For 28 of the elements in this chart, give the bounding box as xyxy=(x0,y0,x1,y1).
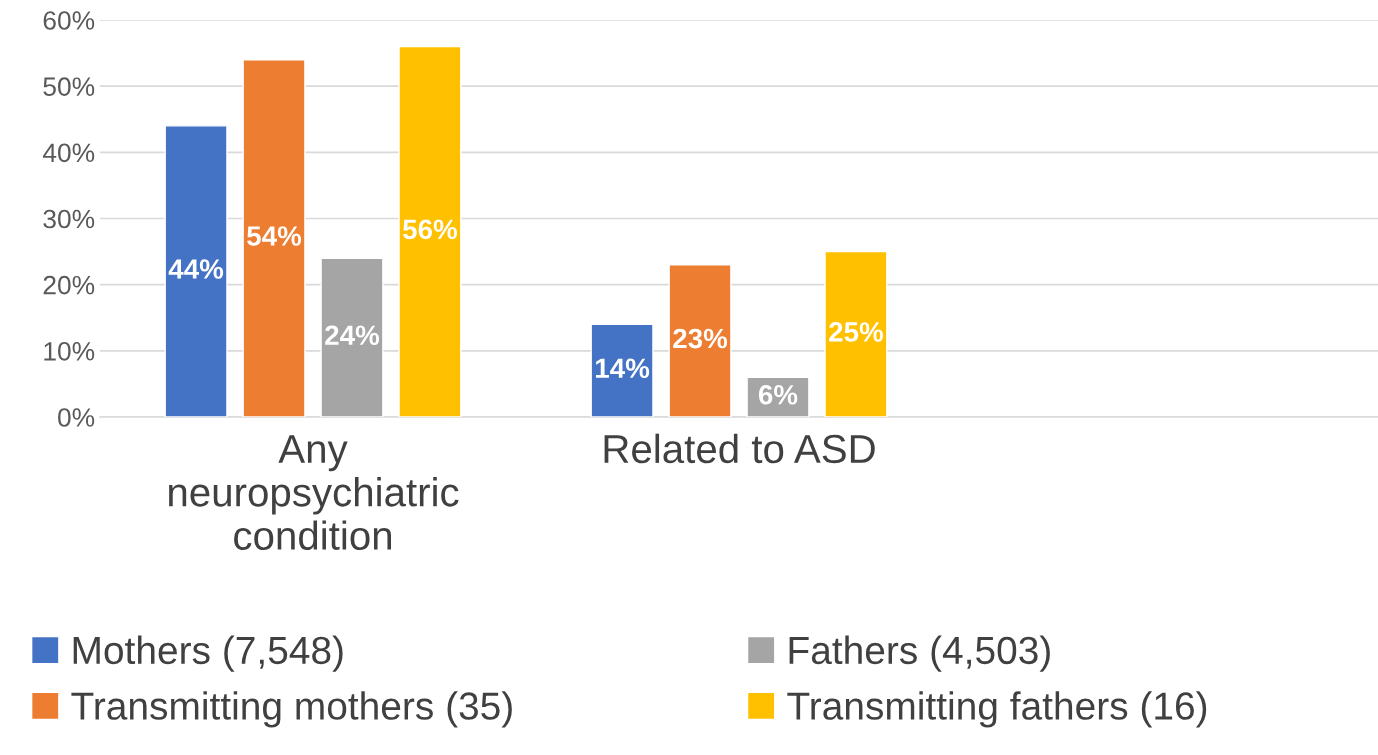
legend-label: Transmitting mothers (35) xyxy=(71,691,512,728)
bar xyxy=(668,264,732,417)
bar xyxy=(824,250,888,417)
data-label: 44% xyxy=(168,259,224,279)
bar xyxy=(320,257,384,417)
y-tick-label: 20% xyxy=(43,275,95,295)
data-label: 23% xyxy=(673,328,728,349)
y-tick-label: 50% xyxy=(43,77,95,96)
data-label: 54% xyxy=(247,226,302,246)
y-tick-label: 10% xyxy=(44,341,95,361)
data-label: 56% xyxy=(402,219,457,240)
y-tick-label: 60% xyxy=(43,11,95,30)
legend-label: Fathers (4,503) xyxy=(789,635,1050,672)
x-tick-label: Any neuropsychiatric condition xyxy=(169,435,459,551)
data-label: 24% xyxy=(325,325,380,345)
bar xyxy=(590,323,654,417)
x-tick-label: Related to ASD xyxy=(604,433,875,464)
y-tick-label: 30% xyxy=(43,209,95,229)
bar xyxy=(164,125,228,417)
y-tick-label: 40% xyxy=(42,143,95,163)
bar xyxy=(398,45,462,417)
data-label: 14% xyxy=(596,358,650,379)
legend-label: Mothers (7,548) xyxy=(73,635,343,672)
bar xyxy=(242,59,306,417)
y-tick-label: 0% xyxy=(58,408,95,427)
data-label: 25% xyxy=(829,322,883,342)
legend-label: Transmitting fathers (16) xyxy=(787,691,1207,728)
data-label: 6% xyxy=(758,384,798,405)
